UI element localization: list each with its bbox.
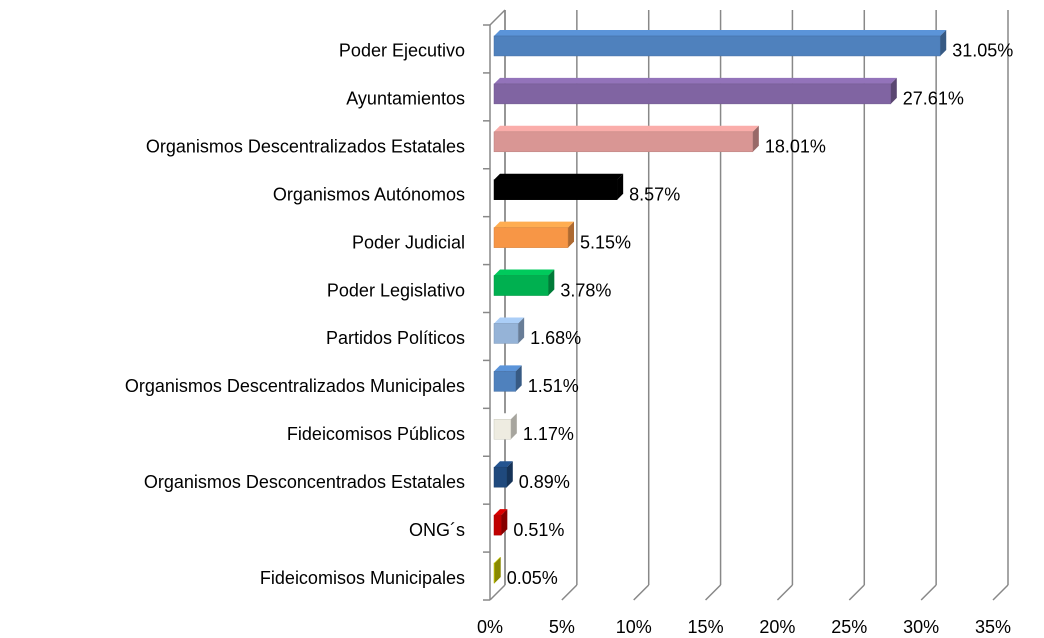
bar	[493, 35, 941, 57]
x-tick-label: 35%	[975, 617, 1011, 637]
bar-top	[494, 413, 517, 420]
grid-line	[848, 584, 865, 601]
y-tick-label: Fideicomisos Públicos	[287, 424, 465, 444]
y-tick-label: Poder Ejecutivo	[339, 41, 465, 61]
value-label: 1.17%	[523, 424, 574, 444]
bar-top	[494, 173, 624, 180]
bar	[493, 275, 549, 296]
value-label: 31.05%	[952, 41, 1013, 61]
y-tick-label: Organismos Descentralizados Municipales	[125, 376, 465, 396]
y-tick-label: Organismos Autónomos	[273, 184, 465, 204]
bar-top	[494, 461, 513, 468]
y-tick-label: Poder Legislativo	[327, 280, 465, 300]
grid-line	[633, 584, 650, 601]
bar	[493, 514, 502, 536]
value-label: 18.01%	[765, 137, 826, 157]
bar-top	[494, 509, 508, 516]
grid-line	[920, 584, 937, 601]
bar-top	[494, 221, 575, 228]
y-tick-label: Organismos Descentralizados Estatales	[146, 137, 465, 157]
grid-line	[489, 584, 506, 601]
y-tick-label: ONG´s	[409, 520, 465, 540]
value-label: 0.89%	[519, 472, 570, 492]
bar-top	[494, 557, 501, 564]
bar	[493, 179, 618, 200]
bar	[493, 131, 754, 153]
x-tick-label: 10%	[616, 617, 652, 637]
value-label: 1.51%	[528, 376, 579, 396]
bar-side	[548, 269, 555, 296]
bar-side	[506, 461, 513, 488]
grid-line	[992, 584, 1009, 601]
bar	[493, 466, 508, 488]
x-tick-label: 30%	[903, 617, 939, 637]
x-tick-label: 15%	[688, 617, 724, 637]
bar	[493, 323, 519, 344]
bar-top	[494, 365, 522, 372]
value-label: 1.68%	[530, 328, 581, 348]
y-tick-label: Fideicomisos Municipales	[260, 568, 465, 588]
bar-side	[890, 77, 897, 104]
bar	[493, 419, 512, 440]
bar-side	[752, 125, 759, 152]
bar-side	[568, 221, 575, 248]
bar-side	[617, 173, 624, 200]
bar-top	[494, 77, 897, 84]
value-label: 5.15%	[580, 232, 631, 252]
bar-side	[518, 317, 525, 344]
y-tick-label: Partidos Políticos	[326, 328, 465, 348]
grid-line	[705, 584, 722, 601]
y-tick-label: Ayuntamientos	[346, 89, 465, 109]
y-tick-label: Poder Judicial	[352, 232, 465, 252]
grid-line	[561, 584, 578, 601]
axis-wall	[489, 9, 506, 26]
bar-top	[494, 29, 947, 36]
x-tick-label: 5%	[549, 617, 575, 637]
bar-side	[940, 29, 947, 56]
value-label: 27.61%	[903, 89, 964, 109]
value-label: 3.78%	[560, 280, 611, 300]
y-tick-label: Organismos Desconcentrados Estatales	[144, 472, 465, 492]
bar	[493, 371, 516, 392]
bar-top	[494, 125, 759, 132]
bar	[493, 83, 892, 105]
grid-line	[776, 584, 793, 601]
value-label: 0.05%	[507, 568, 558, 588]
value-label: 8.57%	[629, 184, 680, 204]
x-tick-label: 20%	[759, 617, 795, 637]
value-label: 0.51%	[513, 520, 564, 540]
bar	[493, 227, 569, 248]
bar-side	[515, 365, 522, 392]
x-tick-label: 25%	[831, 617, 867, 637]
bar-side	[510, 413, 517, 440]
bar-top	[494, 317, 525, 324]
bar-side	[501, 509, 508, 536]
bar-top	[494, 269, 555, 276]
bar-side	[494, 557, 501, 584]
x-tick-label: 0%	[477, 617, 503, 637]
bar	[493, 562, 495, 584]
